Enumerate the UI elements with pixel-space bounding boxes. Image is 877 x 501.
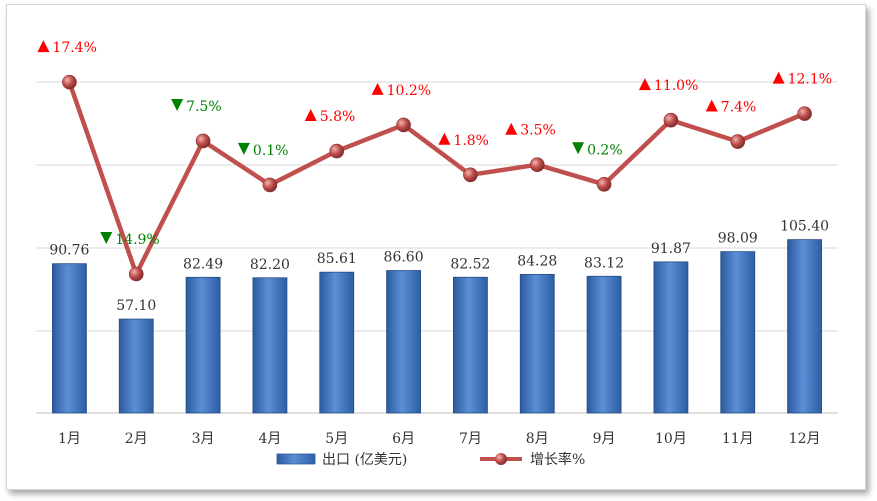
x-tick-label: 2月 (125, 431, 148, 447)
bar-value-label: 82.20 (250, 257, 290, 273)
bar-value-label: 105.40 (780, 219, 829, 235)
legend-line-marker (495, 453, 507, 465)
growth-label: 7.4% (705, 99, 757, 116)
x-tick-label: 7月 (459, 431, 482, 447)
down-triangle-icon (171, 98, 184, 111)
bar (319, 271, 355, 414)
x-tick-label: 10月 (655, 431, 687, 447)
x-tick-label: 8月 (526, 431, 549, 447)
bar (720, 251, 756, 414)
growth-value: 12.1% (788, 72, 832, 88)
x-tick-label: 4月 (258, 431, 281, 447)
line-marker (62, 74, 77, 90)
growth-label: 11.0% (638, 78, 698, 94)
growth-value: 10.2% (387, 83, 431, 99)
growth-label: 10.2% (371, 82, 431, 99)
bar-value-label: 57.10 (116, 298, 156, 314)
x-tick-label: 11月 (722, 431, 754, 447)
bar (586, 275, 622, 414)
legend-line-label: 增长率% (530, 451, 585, 468)
bar-value-label: 82.52 (450, 256, 490, 272)
line-marker (195, 133, 211, 149)
line-marker (329, 143, 345, 159)
line-marker (463, 167, 478, 183)
line-marker (663, 112, 679, 128)
growth-label: 5.8% (304, 109, 356, 125)
down-triangle-icon (237, 142, 250, 155)
growth-value: 7.4% (721, 100, 757, 116)
bar (519, 273, 555, 414)
growth-label: 1.8% (438, 132, 489, 149)
growth-value: 11.0% (654, 78, 698, 94)
bar-value-label: 86.60 (384, 250, 424, 266)
bar (252, 277, 288, 414)
x-axis-ticks: 1月 2月 3月 4月 5月 6月 7月 8月 9月 10月 11月 12月 (58, 431, 821, 447)
bar-value-label: 82.49 (183, 256, 223, 272)
growth-value: 17.4% (52, 40, 96, 56)
x-tick-label: 1月 (58, 431, 81, 447)
line-marker (529, 157, 545, 173)
bar (118, 318, 154, 414)
bar (453, 276, 488, 414)
up-triangle-icon (304, 109, 317, 122)
gridlines (36, 81, 838, 414)
line-marker (596, 177, 612, 192)
growth-value: 5.8% (320, 109, 356, 125)
line-marker (730, 134, 746, 149)
growth-value: 0.2% (587, 142, 623, 158)
up-triangle-icon (705, 99, 718, 112)
bar (386, 270, 421, 414)
bar-value-label: 83.12 (584, 255, 624, 271)
up-triangle-icon (37, 40, 50, 53)
down-triangle-icon (572, 142, 585, 155)
x-tick-label: 5月 (325, 431, 348, 447)
x-tick-label: 3月 (192, 431, 215, 447)
growth-value: 14.9% (115, 232, 159, 248)
bar-value-label: 84.28 (517, 253, 557, 269)
line-marker (797, 106, 812, 121)
legend: 出口 (亿美元) 增长率% (276, 451, 585, 468)
bar-value-label: 90.76 (49, 243, 89, 259)
growth-label: 14.9% (100, 232, 160, 248)
bar (52, 263, 87, 414)
growth-label: 0.2% (572, 142, 623, 158)
bar-series (52, 239, 822, 414)
line-marker (128, 266, 144, 282)
bar-value-label: 91.87 (651, 241, 691, 257)
bar-value-label: 98.09 (718, 231, 758, 247)
line-series (62, 74, 812, 282)
x-tick-label: 6月 (392, 431, 415, 447)
growth-label: 0.1% (237, 142, 289, 159)
bar (787, 239, 822, 414)
legend-bar-label: 出口 (亿美元) (322, 452, 407, 468)
growth-value: 0.1% (253, 143, 289, 159)
line-value-labels: 17.4% 14.9% 7.5% 0.1% 5.8% 10.2% 1.8% 3.5% 0.2% 1… (37, 40, 832, 248)
growth-label: 12.1% (772, 71, 832, 88)
up-triangle-icon (371, 82, 384, 95)
growth-value: 7.5% (186, 99, 222, 115)
line-path (67, 81, 806, 277)
up-triangle-icon (638, 78, 651, 91)
growth-label: 3.5% (505, 122, 556, 139)
bar (653, 261, 689, 414)
growth-value: 3.5% (520, 123, 556, 139)
line-marker (262, 177, 278, 193)
up-triangle-icon (438, 132, 451, 145)
x-tick-label: 12月 (789, 431, 821, 447)
x-tick-label: 9月 (593, 431, 616, 447)
legend-bar-swatch (276, 453, 316, 465)
up-triangle-icon (772, 71, 785, 84)
growth-label: 7.5% (171, 98, 222, 115)
bar-value-labels: 90.76 57.10 82.49 82.20 85.61 86.60 82.52 84.28… (49, 219, 829, 314)
growth-label: 17.4% (37, 40, 97, 56)
bar-value-label: 85.61 (317, 251, 357, 267)
up-triangle-icon (505, 122, 518, 135)
down-triangle-icon (100, 232, 113, 245)
growth-value: 1.8% (453, 133, 489, 149)
bar (185, 276, 221, 414)
line-marker (396, 117, 411, 133)
